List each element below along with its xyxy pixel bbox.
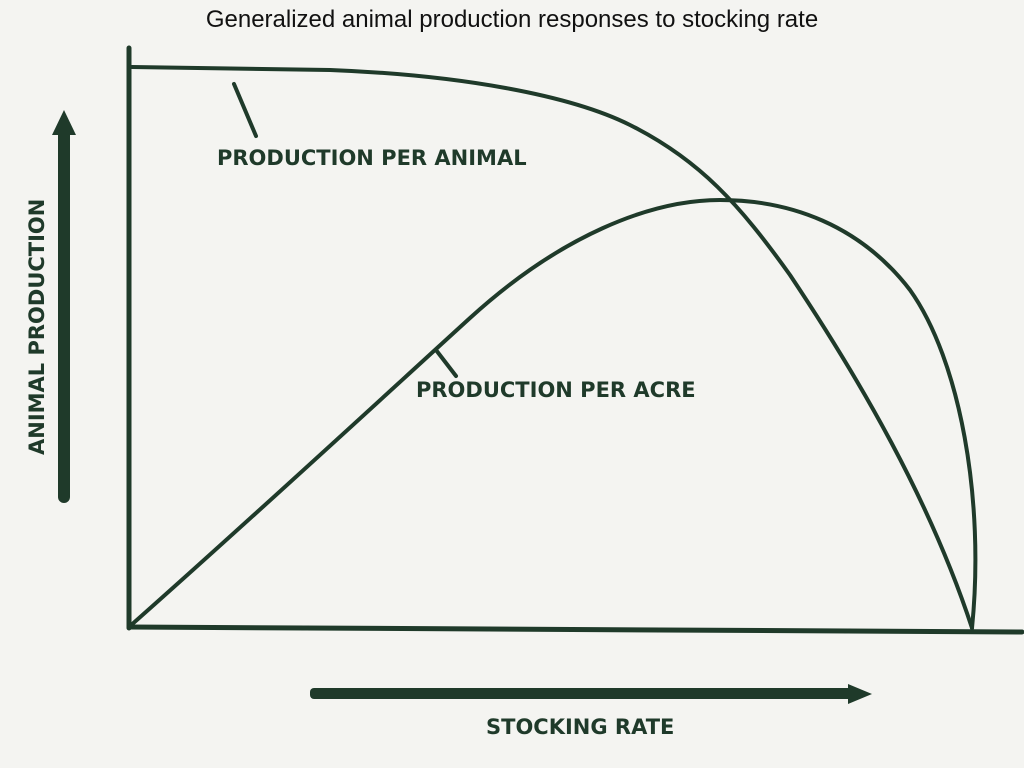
production-per-animal-curve bbox=[130, 65, 974, 630]
production-per-acre-label: PRODUCTION PER ACRE bbox=[416, 378, 696, 402]
x-arrow-head-icon bbox=[848, 684, 872, 704]
x-arrow-shaft bbox=[310, 688, 852, 699]
production-per-acre-curve bbox=[127, 198, 978, 630]
y-axis-label: ANIMAL PRODUCTION bbox=[25, 199, 49, 455]
acre-label-leader bbox=[434, 348, 458, 378]
x-axis-label: STOCKING RATE bbox=[486, 715, 674, 739]
slide-title: Generalized animal production responses … bbox=[205, 6, 819, 33]
animal-label-leader bbox=[232, 82, 258, 138]
y-arrow-head-icon bbox=[52, 110, 76, 135]
x-axis-line bbox=[126, 624, 1024, 635]
production-per-animal-label: PRODUCTION PER ANIMAL bbox=[217, 146, 527, 170]
